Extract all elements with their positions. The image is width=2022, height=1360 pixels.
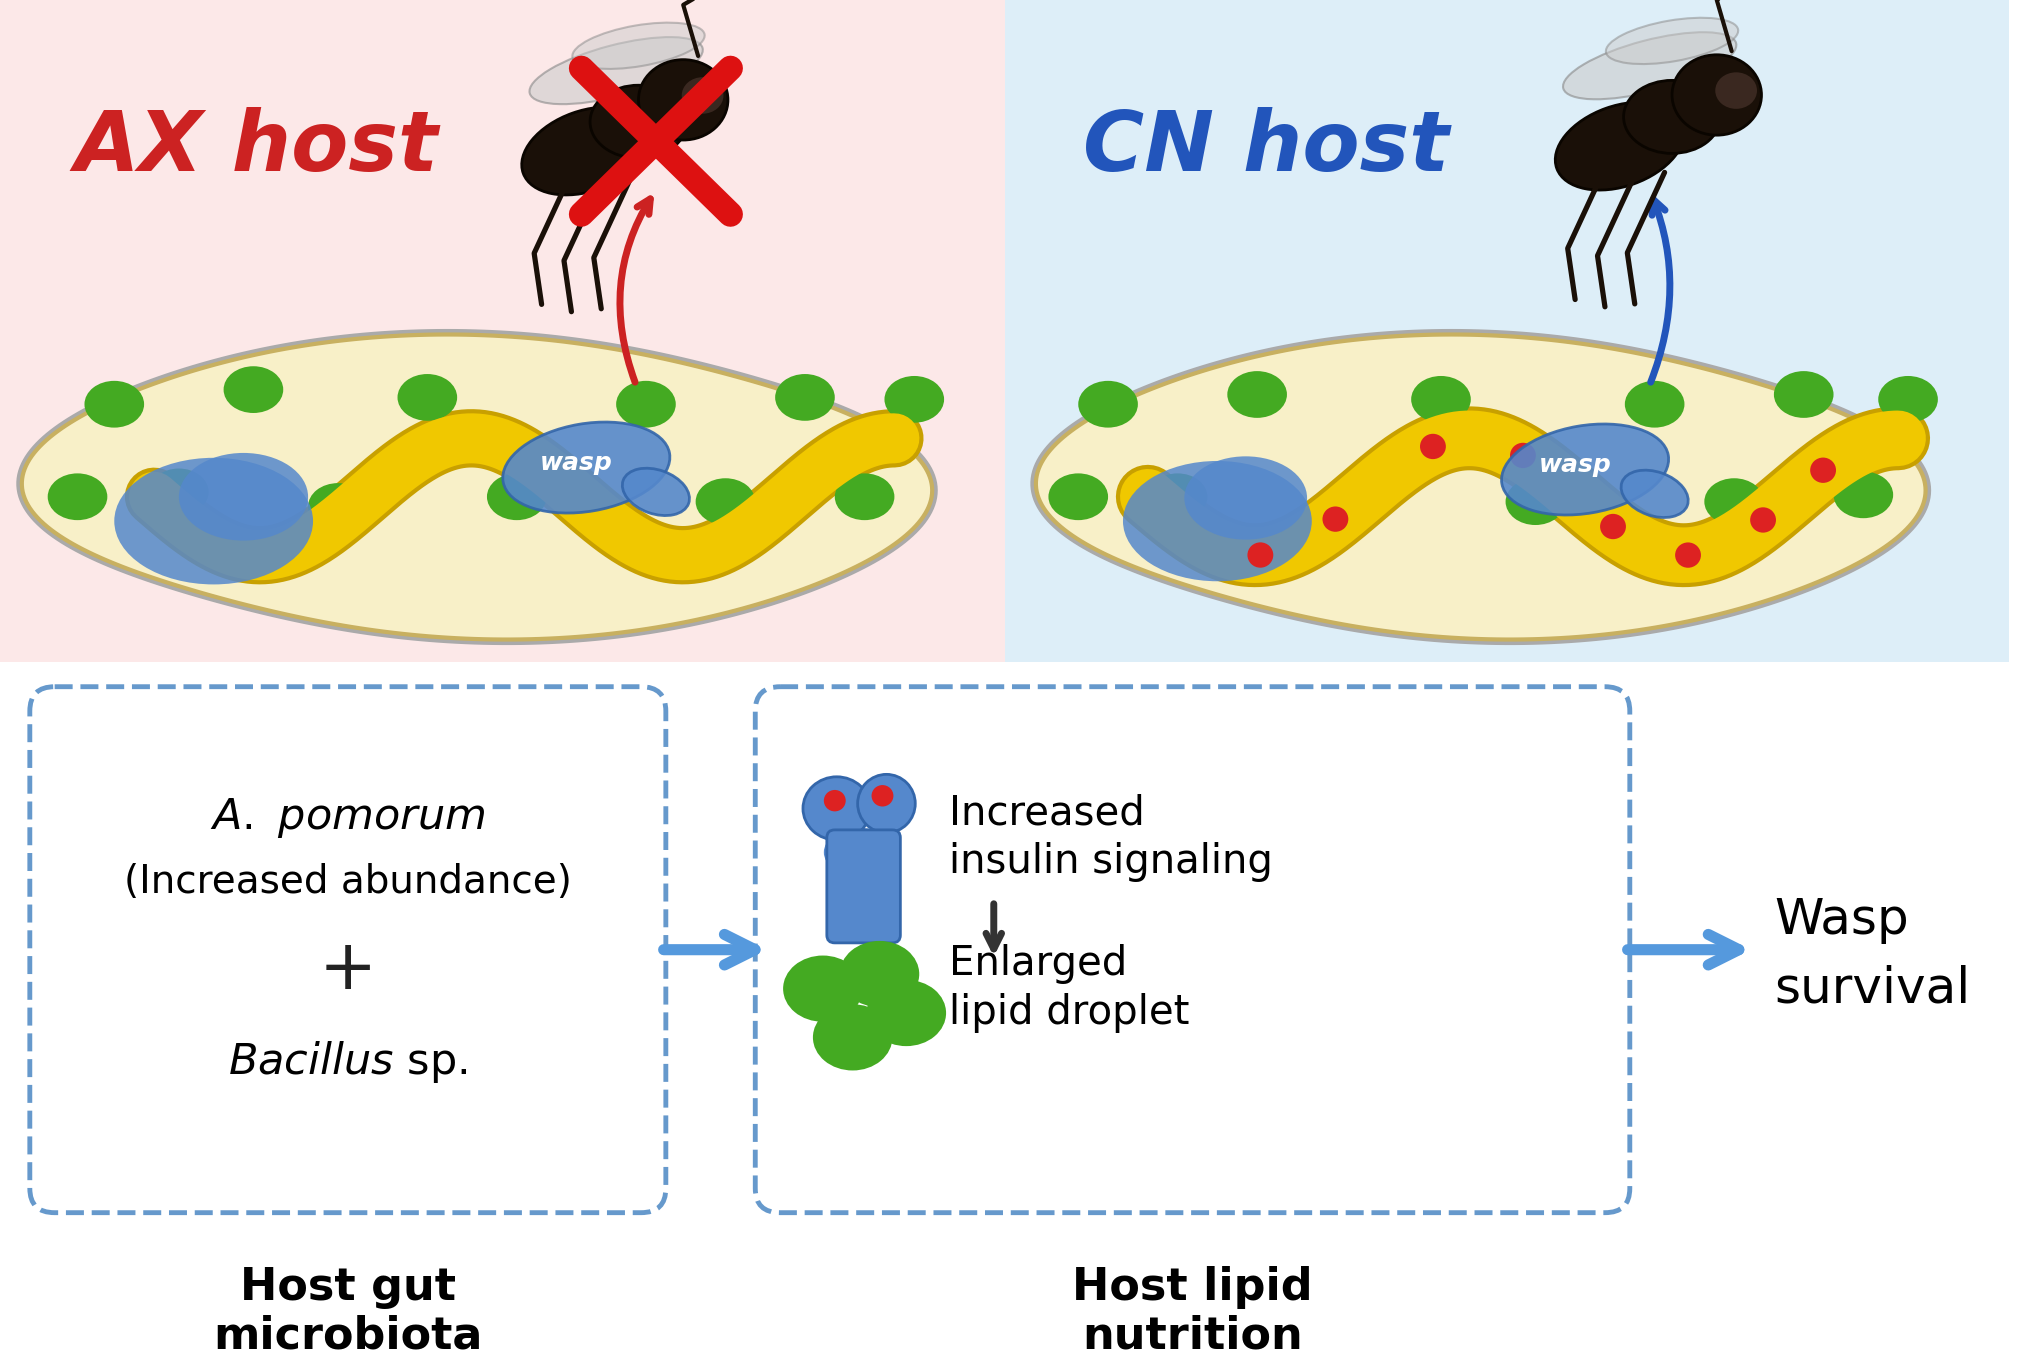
Ellipse shape — [49, 473, 107, 520]
Ellipse shape — [503, 422, 669, 513]
Text: Wasp: Wasp — [1773, 896, 1909, 944]
Ellipse shape — [681, 78, 724, 114]
Ellipse shape — [803, 777, 871, 840]
FancyBboxPatch shape — [30, 687, 665, 1213]
Text: microbiota: microbiota — [212, 1315, 483, 1357]
Ellipse shape — [1322, 483, 1381, 530]
Ellipse shape — [307, 483, 368, 530]
Text: CN host: CN host — [1084, 107, 1450, 188]
Bar — [0, 0, 1005, 662]
Ellipse shape — [1705, 479, 1763, 525]
Ellipse shape — [1411, 375, 1470, 423]
Circle shape — [871, 785, 894, 806]
Ellipse shape — [857, 774, 916, 832]
Text: Enlarged: Enlarged — [948, 944, 1128, 985]
Polygon shape — [22, 335, 932, 639]
Ellipse shape — [884, 375, 944, 423]
Circle shape — [1810, 457, 1836, 483]
Text: AX host: AX host — [75, 107, 439, 188]
Circle shape — [1510, 443, 1537, 468]
Circle shape — [1599, 514, 1626, 539]
Ellipse shape — [1672, 54, 1761, 135]
Ellipse shape — [835, 473, 894, 520]
Ellipse shape — [1715, 72, 1757, 109]
Polygon shape — [1035, 335, 1925, 639]
Ellipse shape — [1049, 473, 1108, 520]
Bar — [0, 662, 2010, 1325]
Ellipse shape — [530, 37, 704, 105]
Text: $\it{A.\ pomorum}$: $\it{A.\ pomorum}$ — [210, 796, 485, 840]
Text: insulin signaling: insulin signaling — [948, 842, 1274, 883]
Text: Host gut: Host gut — [241, 1266, 455, 1310]
Ellipse shape — [1506, 479, 1565, 525]
Ellipse shape — [150, 468, 208, 515]
FancyBboxPatch shape — [827, 830, 900, 942]
Circle shape — [1322, 506, 1349, 532]
Ellipse shape — [487, 473, 546, 520]
Ellipse shape — [623, 468, 690, 515]
Ellipse shape — [398, 374, 457, 420]
Ellipse shape — [774, 374, 835, 420]
Ellipse shape — [696, 479, 756, 525]
Text: Increased: Increased — [948, 793, 1144, 834]
Circle shape — [1751, 507, 1775, 533]
Ellipse shape — [823, 828, 896, 877]
Ellipse shape — [85, 381, 144, 427]
Text: wasp: wasp — [540, 450, 613, 475]
Ellipse shape — [178, 453, 307, 540]
Text: +: + — [319, 936, 376, 1002]
Text: lipid droplet: lipid droplet — [948, 993, 1189, 1034]
Circle shape — [1674, 543, 1701, 567]
Ellipse shape — [617, 381, 675, 427]
Circle shape — [1419, 434, 1446, 460]
Ellipse shape — [783, 956, 863, 1021]
Ellipse shape — [115, 458, 313, 585]
Ellipse shape — [1185, 457, 1306, 540]
Ellipse shape — [839, 941, 920, 1008]
Ellipse shape — [1605, 18, 1739, 64]
Text: Host lipid: Host lipid — [1072, 1266, 1312, 1310]
Ellipse shape — [1773, 371, 1834, 418]
Ellipse shape — [1555, 102, 1684, 190]
Bar — [1005, 0, 2010, 662]
Ellipse shape — [1078, 381, 1138, 427]
Ellipse shape — [1502, 424, 1668, 515]
Ellipse shape — [639, 60, 728, 140]
Ellipse shape — [1834, 472, 1893, 518]
Ellipse shape — [1148, 473, 1207, 520]
FancyBboxPatch shape — [756, 687, 1630, 1213]
Ellipse shape — [1563, 33, 1737, 99]
Ellipse shape — [522, 107, 651, 194]
Ellipse shape — [1626, 381, 1684, 427]
Ellipse shape — [1624, 80, 1721, 154]
Ellipse shape — [813, 1004, 892, 1070]
Ellipse shape — [224, 366, 283, 413]
Text: $\it{Bacillus}$ sp.: $\it{Bacillus}$ sp. — [228, 1039, 467, 1085]
Ellipse shape — [1122, 461, 1312, 581]
Ellipse shape — [1227, 371, 1286, 418]
Ellipse shape — [1878, 375, 1937, 423]
Text: nutrition: nutrition — [1082, 1315, 1302, 1357]
Circle shape — [823, 790, 845, 812]
Ellipse shape — [1622, 471, 1688, 518]
Ellipse shape — [867, 981, 946, 1046]
Circle shape — [1248, 543, 1274, 567]
Text: (Increased abundance): (Increased abundance) — [123, 862, 572, 900]
Ellipse shape — [590, 86, 687, 158]
Text: wasp: wasp — [1539, 453, 1612, 476]
Ellipse shape — [572, 23, 704, 69]
Text: survival: survival — [1773, 964, 1969, 1013]
